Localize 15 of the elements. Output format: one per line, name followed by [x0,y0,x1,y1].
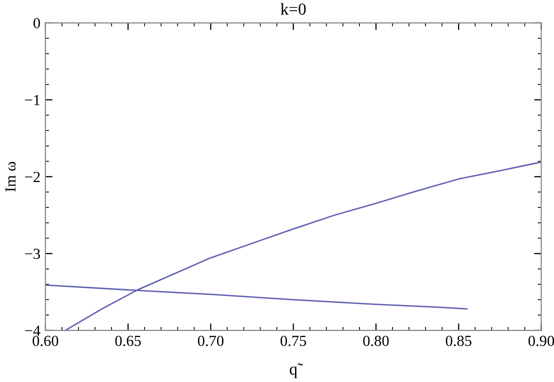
y-tick-label: −1 [25,95,40,106]
y-tick-label: 0 [34,18,40,28]
x-tick-label: 0.75 [280,336,306,346]
y-tick-label: −4 [25,326,40,336]
x-tick-label: 0.65 [115,336,141,346]
x-tick-label: 0.60 [32,336,58,346]
y-tick-label: −2 [25,172,40,182]
x-tick-label: 0.70 [198,336,224,346]
x-axis-title: q̃ [290,363,303,378]
chart-title: k=0 [280,3,306,15]
x-tick-label: 0.85 [446,336,472,346]
y-axis-title: Im ω [6,162,16,192]
x-tick-label: 0.90 [528,336,554,346]
x-tick-label: 0.80 [363,336,389,346]
y-tick-label: −3 [25,248,40,260]
